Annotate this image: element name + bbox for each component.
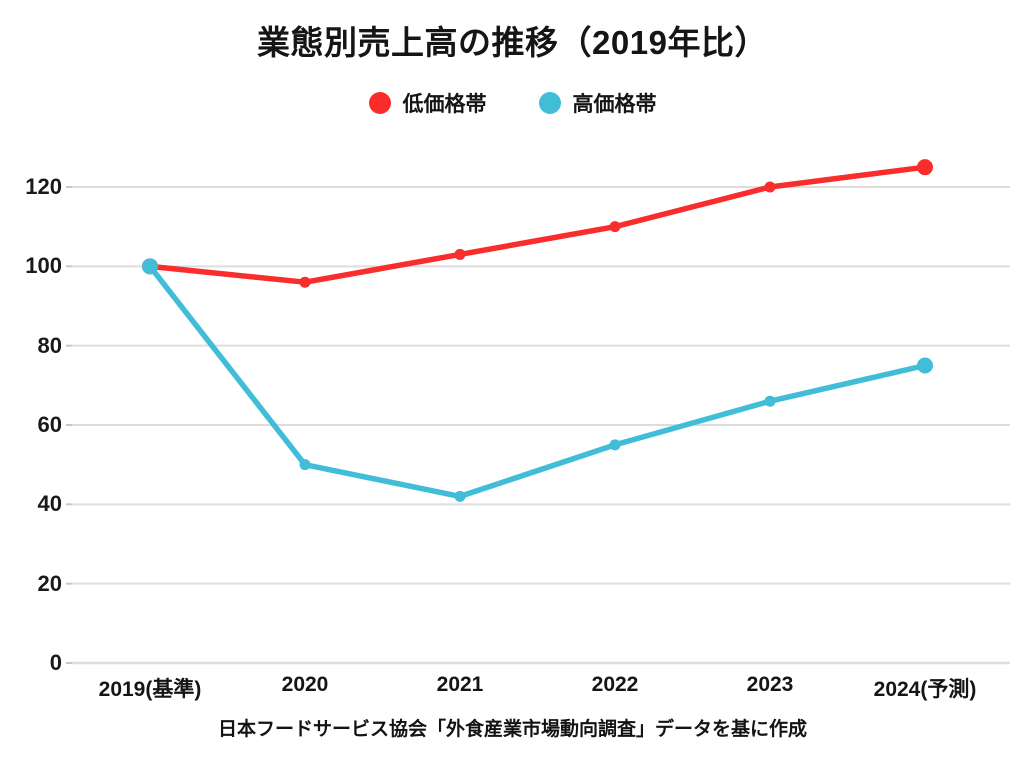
data-point-marker[interactable] [454, 248, 466, 260]
legend-label-low-price: 低価格帯 [402, 93, 487, 116]
data-point-marker[interactable] [454, 490, 466, 502]
x-tick-label: 2019(基準) [98, 678, 202, 701]
data-point-marker[interactable] [142, 258, 158, 275]
y-tick-label: 80 [37, 332, 62, 358]
y-tick-label: 40 [37, 491, 62, 517]
chart-source-note: 日本フードサービス協会「外食産業市場動向調査」データを基に作成 [217, 719, 807, 740]
x-tick-label: 2022 [591, 673, 639, 696]
y-tick-label: 100 [25, 253, 62, 279]
chart-legend: 低価格帯 高価格帯 [0, 88, 1025, 118]
legend-label-high-price: 高価格帯 [572, 93, 657, 116]
x-tick-label: 2024(予測) [873, 678, 977, 701]
data-point-marker[interactable] [299, 459, 311, 471]
x-tick-label: 2020 [281, 673, 329, 696]
x-tick-label: 2023 [746, 673, 794, 696]
data-point-marker[interactable] [917, 159, 933, 176]
circle-marker-icon [538, 92, 561, 114]
data-point-marker[interactable] [609, 221, 621, 233]
x-tick-label: 2021 [436, 673, 484, 696]
data-point-marker[interactable] [764, 395, 776, 407]
data-point-marker[interactable] [299, 276, 311, 288]
series-line-high-price[interactable] [147, 263, 928, 500]
legend-item-high-price[interactable]: 高価格帯 [538, 88, 657, 118]
chart-title: 業態別売上高の推移（2019年比） [257, 24, 768, 61]
series-line-low-price[interactable] [147, 164, 928, 285]
data-point-marker[interactable] [764, 181, 776, 193]
y-tick-label: 120 [25, 174, 62, 199]
y-tick-label: 20 [37, 570, 62, 596]
y-tick-label: 0 [49, 650, 62, 675]
data-point-marker[interactable] [609, 439, 621, 451]
y-tick-label: 60 [37, 412, 62, 437]
data-point-marker[interactable] [917, 357, 933, 374]
circle-marker-icon [368, 92, 391, 114]
legend-item-low-price[interactable]: 低価格帯 [368, 88, 487, 118]
